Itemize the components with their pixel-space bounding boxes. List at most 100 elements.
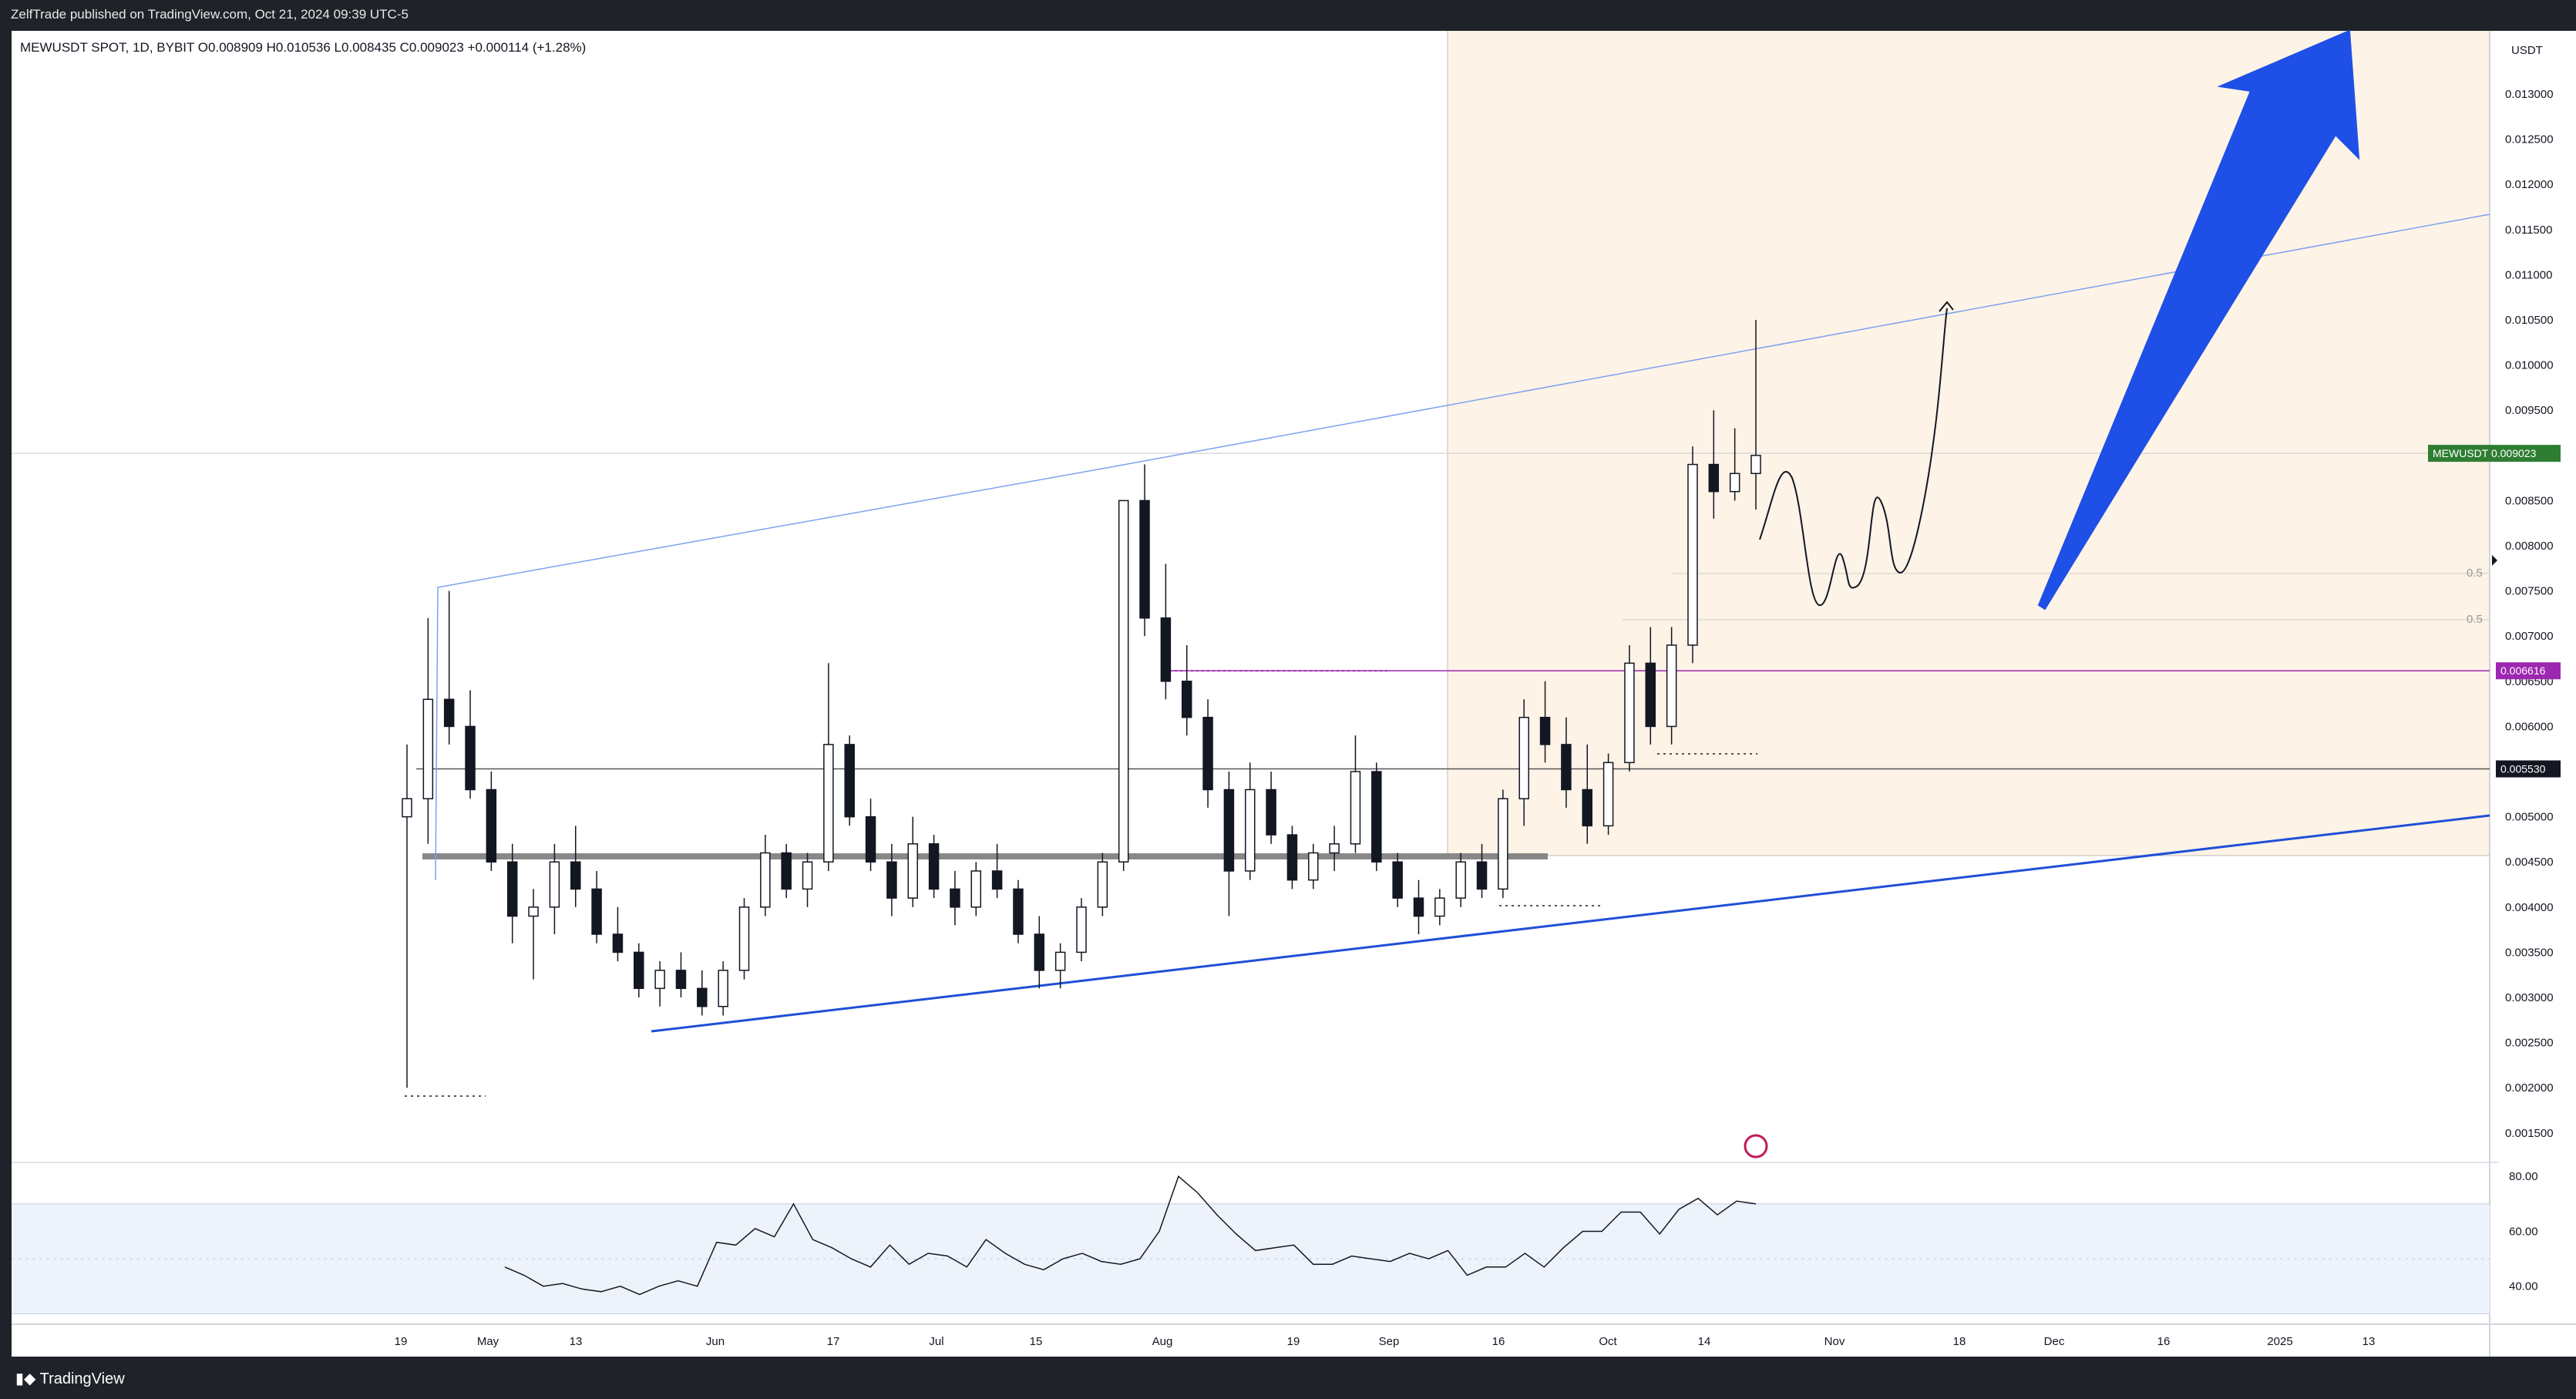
- candle-body: [781, 852, 792, 890]
- candle-body: [1054, 951, 1066, 971]
- candle-body: [1329, 843, 1340, 854]
- price-tick-label: 0.002000: [2505, 1081, 2554, 1095]
- magenta-price-badge-text: 0.006616: [2500, 664, 2546, 677]
- footer-bar: [0, 1357, 2576, 1399]
- time-tick-label: 15: [1030, 1335, 1043, 1348]
- candle-body: [1245, 789, 1256, 872]
- price-tick-label: 0.009500: [2505, 404, 2554, 417]
- time-tick-label: Jun: [706, 1335, 725, 1348]
- price-tick-label: 0.012000: [2505, 178, 2554, 191]
- candle-body: [1097, 861, 1108, 908]
- projection-arrowhead: [1939, 301, 1954, 312]
- candle-body: [907, 843, 918, 899]
- candle-body: [1434, 897, 1445, 917]
- candle-body: [1286, 834, 1298, 881]
- candle-body: [970, 870, 982, 908]
- candle-body: [697, 987, 708, 1007]
- candle-body: [1223, 789, 1235, 872]
- symbol-legend: MEWUSDT SPOT, 1D, BYBIT O0.008909 H0.010…: [20, 40, 587, 55]
- candle-body: [950, 888, 960, 908]
- mewusdt-price-badge-bg: [2428, 445, 2561, 462]
- price-tick-label: 0.011500: [2505, 224, 2552, 237]
- candle-body: [1561, 744, 1572, 791]
- candle-body: [1076, 906, 1087, 953]
- tradingview-brand[interactable]: ▮◆ TradingView: [15, 1369, 125, 1388]
- price-tick-label: 0.001500: [2505, 1127, 2554, 1140]
- time-tick-label: May: [477, 1335, 499, 1348]
- candle-body: [591, 888, 602, 935]
- bullish-arrow-icon: [2037, 29, 2360, 610]
- candle-body: [1666, 644, 1677, 728]
- magenta-price-badge-bg: [2496, 662, 2561, 680]
- highlight-zone: [1448, 31, 2490, 856]
- price-tick-label: 0.008000: [2505, 540, 2554, 553]
- candle-body: [823, 744, 834, 863]
- rsi-tick-label: 80.00: [2509, 1170, 2538, 1183]
- time-tick-label: 18: [1953, 1335, 1966, 1348]
- rsi-line: [504, 1175, 1757, 1296]
- candle-body: [1602, 762, 1614, 827]
- mewusdt-price-badge-text: MEWUSDT 0.009023: [2433, 447, 2537, 459]
- fib-label-2: 0.5: [2467, 613, 2483, 626]
- candle-body: [486, 789, 497, 863]
- publisher-text: ZelfTrade published on TradingView.com, …: [11, 7, 409, 22]
- candle-body: [443, 698, 455, 728]
- tradingview-logo-icon: ▮◆: [15, 1370, 40, 1387]
- price-scale-panel[interactable]: [2499, 31, 2576, 1357]
- price-tick-label: 0.003500: [2505, 946, 2554, 959]
- price-tick-label: 0.007000: [2505, 630, 2554, 643]
- candle-body: [1476, 861, 1488, 890]
- candle-body: [1687, 463, 1698, 646]
- price-tick-label: 0.011000: [2505, 268, 2552, 281]
- price-tick-label: 0.005000: [2505, 811, 2554, 824]
- time-tick-label: Nov: [1824, 1335, 1845, 1348]
- candle-body: [1118, 499, 1129, 863]
- candle-body: [1392, 861, 1403, 899]
- candle-body: [1645, 662, 1656, 728]
- candle-body: [1582, 789, 1592, 827]
- publisher-bar: ZelfTrade published on TradingView.com, …: [0, 0, 2576, 31]
- price-tick-label: 0.010500: [2505, 314, 2554, 327]
- candle-body: [1181, 681, 1192, 718]
- candle-body: [1455, 861, 1466, 899]
- candle-body: [570, 861, 581, 890]
- rsi-tick-label: 40.00: [2509, 1280, 2538, 1293]
- candle-body: [422, 698, 434, 799]
- candle-body: [1539, 716, 1551, 745]
- price-tick-label: 0.008500: [2505, 494, 2554, 507]
- time-tick-label: Aug: [1152, 1335, 1173, 1348]
- price-tick-label: 0.010000: [2505, 359, 2554, 372]
- candle-body: [1160, 617, 1172, 682]
- candle-body: [634, 951, 644, 990]
- candle-body: [1202, 716, 1213, 791]
- candle-body: [928, 843, 940, 890]
- price-tick-label: 0.013000: [2505, 88, 2554, 101]
- time-tick-label: 2025: [2267, 1335, 2292, 1348]
- black-price-badge: 0.005530: [2496, 760, 2561, 778]
- left-border-strip: [0, 31, 12, 1357]
- projection-path: [1759, 308, 1948, 606]
- candle-body: [760, 852, 771, 908]
- black-price-badge-text: 0.005530: [2500, 763, 2546, 775]
- time-tick-label: 16: [1492, 1335, 1505, 1348]
- candle-body: [654, 970, 665, 990]
- mewusdt-price-badge: MEWUSDT 0.009023: [2428, 445, 2561, 462]
- magenta-price-badge: 0.006616: [2496, 662, 2561, 680]
- time-tick-label: 16: [2157, 1335, 2171, 1348]
- candle-body: [1034, 933, 1045, 971]
- time-tick-label: 13: [570, 1335, 583, 1348]
- candle-body: [675, 970, 687, 990]
- candle-body: [1308, 852, 1319, 881]
- candle-body: [738, 906, 750, 971]
- candle-body: [1729, 472, 1740, 493]
- tradingview-brand-label: TradingView: [39, 1370, 125, 1387]
- time-tick-label: 19: [1287, 1335, 1300, 1348]
- price-tick-label: 0.004500: [2505, 856, 2554, 869]
- time-tick-label: Dec: [2044, 1335, 2065, 1348]
- candle-body: [506, 861, 518, 917]
- candle-body: [1498, 798, 1508, 890]
- candle-body: [1708, 463, 1720, 493]
- candle-body: [991, 870, 1003, 890]
- candle-body: [1266, 789, 1276, 836]
